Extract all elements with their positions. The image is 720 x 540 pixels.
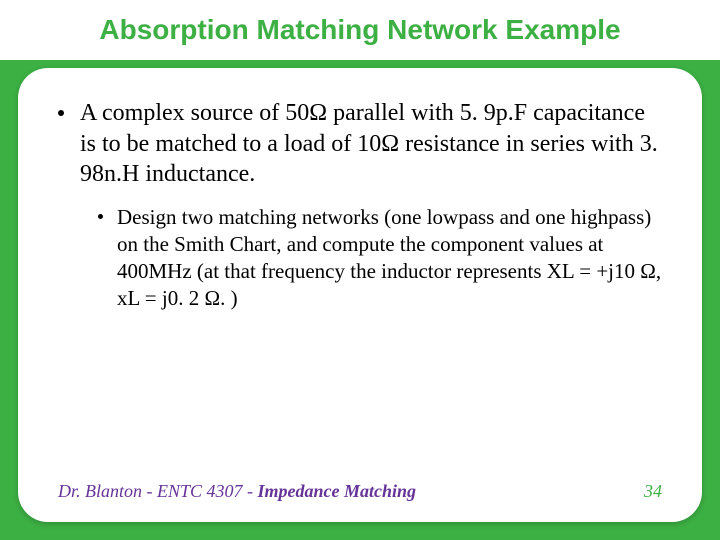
footer-page-number: 34 — [644, 481, 662, 502]
footer-left: Dr. Blanton - ENTC 4307 - Impedance Matc… — [58, 481, 416, 502]
footer-sep2: - — [243, 481, 258, 501]
bullet-main-text: A complex source of 50Ω parallel with 5.… — [80, 98, 662, 190]
footer-author: Dr. Blanton — [58, 481, 142, 501]
footer-course: ENTC 4307 — [157, 481, 243, 501]
footer-sep1: - — [142, 481, 157, 501]
footer: Dr. Blanton - ENTC 4307 - Impedance Matc… — [58, 481, 662, 502]
content-box: A complex source of 50Ω parallel with 5.… — [18, 68, 702, 522]
slide: Absorption Matching Network Example A co… — [0, 0, 720, 540]
slide-title: Absorption Matching Network Example — [99, 14, 620, 46]
bullet-main: A complex source of 50Ω parallel with 5.… — [58, 98, 662, 190]
bullet-sub: Design two matching networks (one lowpas… — [98, 204, 662, 312]
bullet-sub-text: Design two matching networks (one lowpas… — [117, 204, 662, 312]
bullet-dot — [98, 214, 103, 219]
footer-topic: Impedance Matching — [258, 481, 417, 501]
bullet-dot — [58, 110, 64, 116]
title-bar: Absorption Matching Network Example — [0, 0, 720, 60]
